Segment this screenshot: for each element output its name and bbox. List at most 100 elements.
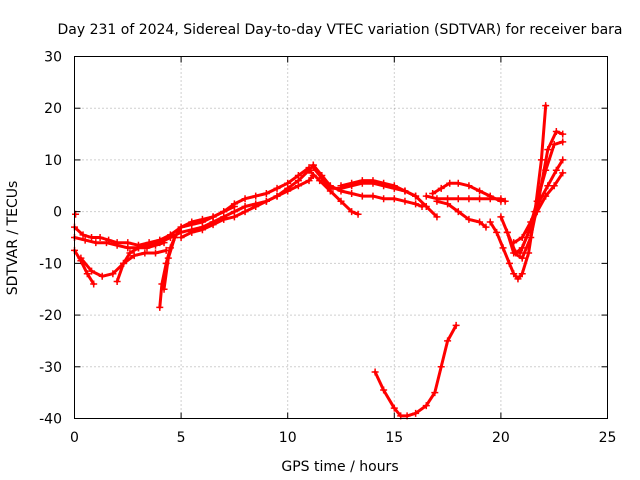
data-point [124, 239, 132, 247]
data-point [358, 192, 366, 200]
data-point [77, 254, 85, 262]
data-point [380, 195, 388, 203]
data-point [96, 234, 104, 241]
data-point [497, 213, 505, 221]
data-point [113, 277, 121, 285]
x-tick-label: 20 [492, 430, 510, 446]
data-point [518, 270, 526, 278]
data-point [422, 202, 430, 210]
data-point [177, 234, 185, 241]
data-point [113, 239, 121, 247]
data-point [198, 226, 206, 234]
data-point [348, 208, 356, 216]
y-axis-ticks: -40 -30 -20 -10 0 10 20 30 [39, 50, 608, 428]
data-point [262, 197, 270, 205]
data-point [486, 218, 494, 226]
data-point [241, 195, 249, 203]
data-point [130, 252, 138, 260]
data-point [552, 127, 560, 135]
x-tick-label: 5 [177, 430, 186, 446]
data-point [465, 195, 473, 203]
series-line [505, 140, 565, 255]
data-point [141, 249, 149, 257]
data-point [542, 102, 550, 110]
data-point [262, 190, 270, 198]
data-point [252, 192, 260, 200]
data-point [482, 223, 490, 231]
data-point [273, 192, 281, 200]
data-point [544, 146, 552, 154]
y-tick-label: -20 [39, 308, 62, 324]
data-point [152, 249, 160, 257]
data-point [514, 275, 522, 283]
data-point [422, 192, 430, 200]
data-point [209, 213, 217, 221]
y-tick-label: -40 [39, 412, 62, 428]
x-tick-label: 10 [279, 430, 297, 446]
data-point [537, 156, 545, 164]
data-point [542, 192, 550, 200]
data-point [230, 213, 238, 221]
data-point [369, 177, 377, 185]
data-point [305, 166, 313, 174]
data-point [525, 228, 533, 236]
data-point [371, 368, 379, 376]
data-point [160, 285, 168, 293]
data-point [446, 179, 454, 187]
data-point [209, 221, 217, 229]
y-tick-label: 10 [44, 153, 62, 169]
data-point [452, 321, 460, 329]
data-point [90, 280, 98, 288]
data-point [160, 239, 168, 247]
data-point [499, 244, 507, 252]
data-point [516, 249, 524, 257]
series-line [179, 163, 315, 239]
data-point [422, 402, 430, 410]
x-axis-label: GPS time / hours [281, 459, 398, 475]
data-point [559, 169, 567, 177]
data-point [326, 187, 334, 195]
data-point [166, 231, 174, 239]
x-tick-label: 25 [599, 430, 617, 446]
data-point [188, 218, 196, 226]
data-point [88, 267, 96, 275]
data-point [497, 195, 505, 203]
data-point [241, 208, 249, 216]
data-point [316, 177, 324, 185]
series-line [518, 171, 565, 255]
x-tick-label: 0 [70, 430, 79, 446]
data-point [81, 236, 89, 244]
series-pass-19 [503, 138, 567, 257]
y-axis-label: SDTVAR / TECUs [5, 181, 21, 296]
data-point [145, 239, 153, 247]
y-tick-label: 0 [53, 205, 62, 221]
data-point [380, 386, 388, 394]
data-point [83, 270, 91, 278]
data-point [510, 239, 518, 247]
data-point [120, 259, 128, 267]
data-point [518, 254, 526, 262]
series-pass-2 [71, 164, 313, 249]
data-point [337, 197, 345, 205]
data-point [476, 195, 484, 203]
series-line [73, 248, 96, 286]
data-point [156, 236, 164, 244]
data-point [465, 182, 473, 190]
data-point [348, 190, 356, 198]
data-point [437, 363, 445, 371]
data-point [542, 166, 550, 174]
data-point [105, 236, 113, 244]
series-pass-16 [371, 321, 460, 420]
series-pass-7 [160, 202, 238, 293]
data-point [88, 234, 96, 241]
data-point [544, 182, 552, 190]
data-point [559, 130, 567, 138]
data-point [412, 409, 420, 417]
y-tick-label: -10 [39, 256, 62, 272]
data-point [305, 177, 313, 185]
data-point [198, 215, 206, 223]
data-point [444, 337, 452, 345]
data-point [188, 228, 196, 236]
data-point [152, 241, 160, 249]
